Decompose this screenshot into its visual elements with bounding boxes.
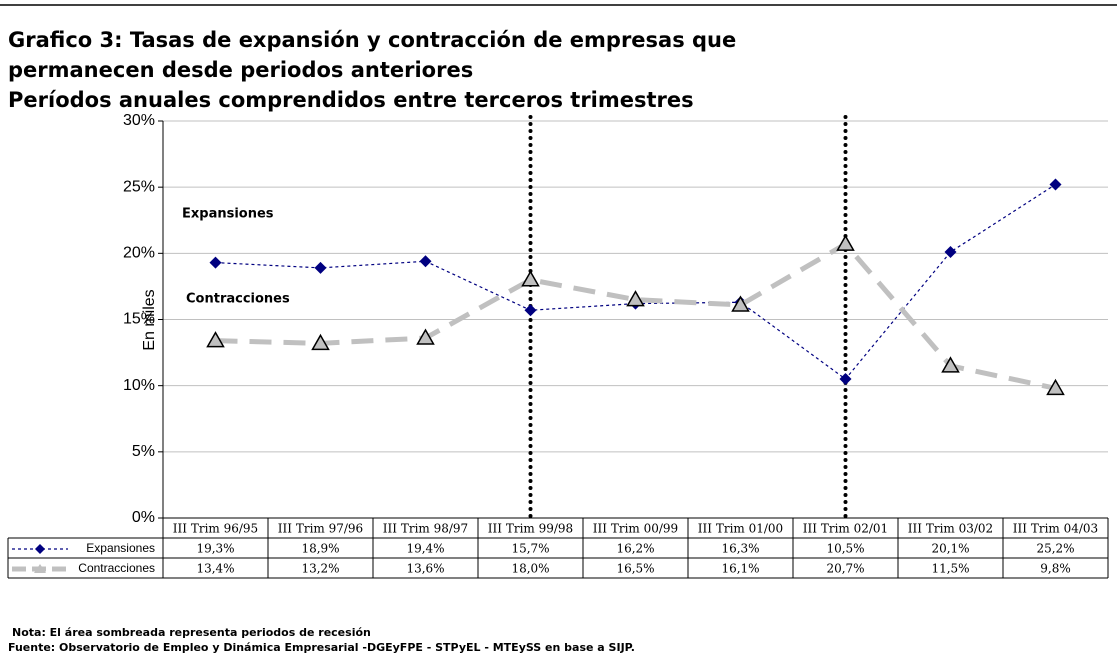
data-label: 16,3% [721,542,759,556]
y-tick-label: 25% [123,178,155,195]
legend-marker [34,564,46,573]
chart-title: Grafico 3: Tasas de expansión y contracc… [8,28,736,52]
data-label: 19,3% [196,542,234,556]
data-label: 16,1% [721,562,759,576]
marker [521,270,540,287]
marker [944,246,957,259]
marker [206,331,225,348]
data-label: 16,2% [616,542,654,556]
data-label: 13,2% [301,562,339,576]
data-label: 18,9% [301,542,339,556]
y-tick-label: 0% [132,509,155,526]
note: Fuente: Observatorio de Empleo y Dinámic… [8,641,635,654]
marker [419,255,432,268]
x-tick-label: III Trim 01/00 [698,522,783,536]
data-label: 25,2% [1036,542,1074,556]
data-label: 9,8% [1040,562,1071,576]
marker [314,261,327,274]
annotation: Contracciones [186,292,290,307]
data-label: 15,7% [511,542,549,556]
legend-label: Contracciones [78,561,155,575]
marker [1049,178,1062,191]
legend-marker [35,544,45,554]
x-tick-label: III Trim 03/02 [908,522,993,536]
annotation: Expansiones [182,207,274,222]
data-label: 20,7% [826,562,864,576]
marker [731,295,750,312]
marker [626,290,645,307]
marker [836,234,855,251]
x-tick-label: III Trim 99/98 [488,522,573,536]
y-axis-label: En miles [141,289,158,350]
x-tick-label: III Trim 00/99 [593,522,678,536]
chart-title: Períodos anuales comprendidos entre terc… [8,88,694,112]
x-tick-label: III Trim 04/03 [1013,522,1098,536]
marker [311,333,330,351]
data-label: 10,5% [826,542,864,556]
data-label: 11,5% [931,562,969,576]
marker [524,304,537,317]
data-label: 13,4% [196,562,234,576]
x-tick-label: III Trim 02/01 [803,522,888,536]
marker [416,328,435,345]
y-tick-label: 10% [123,377,155,394]
data-label: 13,6% [406,562,444,576]
x-tick-label: III Trim 96/95 [173,522,258,536]
data-label: 18,0% [511,562,549,576]
x-tick-label: III Trim 97/96 [278,522,363,536]
y-tick-label: 20% [123,245,155,262]
series-line [215,184,1056,380]
x-tick-label: III Trim 98/97 [383,522,468,536]
data-label: 19,4% [406,542,444,556]
marker [1046,378,1065,396]
data-label: 16,5% [616,562,654,576]
y-tick-label: 15% [123,311,155,328]
note: Nota: El área sombreada representa perio… [12,626,371,639]
marker [839,373,852,386]
y-tick-label: 5% [132,443,155,460]
marker [941,356,960,373]
series-line [215,240,1057,391]
y-tick-label: 30% [123,112,155,129]
marker [209,256,222,269]
data-label: 20,1% [931,542,969,556]
legend-label: Expansiones [86,541,155,555]
chart-title: permanecen desde periodos anteriores [8,58,473,82]
